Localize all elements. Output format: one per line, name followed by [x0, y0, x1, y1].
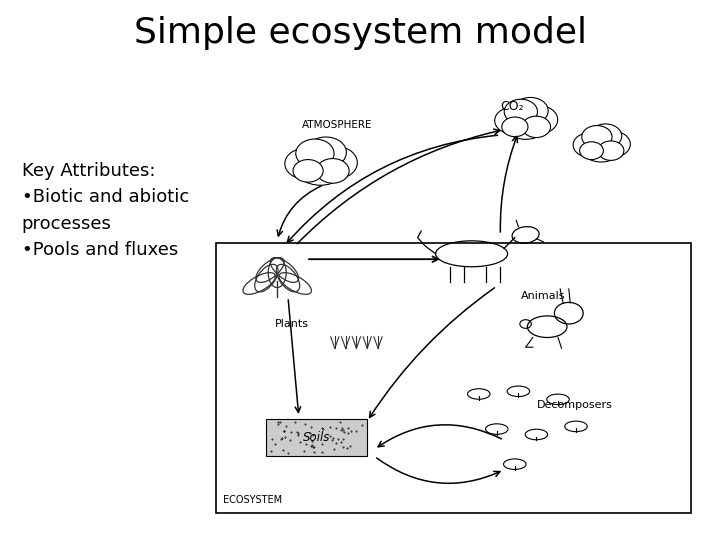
Circle shape: [513, 97, 548, 124]
Circle shape: [285, 148, 326, 179]
Text: Simple ecosystem model: Simple ecosystem model: [133, 16, 587, 50]
Circle shape: [314, 146, 357, 179]
Circle shape: [520, 105, 558, 134]
Text: ECOSYSTEM: ECOSYSTEM: [223, 495, 282, 505]
Text: Decomposers: Decomposers: [536, 400, 612, 410]
Circle shape: [582, 126, 612, 148]
Bar: [266, 418, 367, 456]
Circle shape: [573, 133, 606, 157]
Bar: [216, 243, 691, 513]
Circle shape: [580, 130, 623, 162]
Circle shape: [296, 139, 334, 168]
Circle shape: [502, 117, 528, 137]
Circle shape: [502, 104, 549, 139]
Text: Key Attributes:
•Biotic and abiotic
processes
•Pools and fluxes: Key Attributes: •Biotic and abiotic proc…: [22, 162, 189, 259]
Circle shape: [495, 107, 531, 134]
Circle shape: [316, 159, 349, 183]
Circle shape: [598, 141, 624, 160]
Circle shape: [293, 160, 323, 182]
Circle shape: [305, 137, 346, 168]
Text: Soils: Soils: [303, 431, 330, 444]
Circle shape: [589, 124, 622, 148]
Circle shape: [293, 144, 348, 185]
Text: Plants: Plants: [274, 319, 309, 329]
Text: ATMOSPHERE: ATMOSPHERE: [302, 119, 373, 130]
Circle shape: [580, 141, 603, 160]
Text: Animals: Animals: [521, 291, 566, 301]
Circle shape: [596, 131, 631, 157]
Circle shape: [504, 99, 537, 124]
Circle shape: [522, 116, 551, 138]
Text: CO₂: CO₂: [500, 100, 524, 113]
